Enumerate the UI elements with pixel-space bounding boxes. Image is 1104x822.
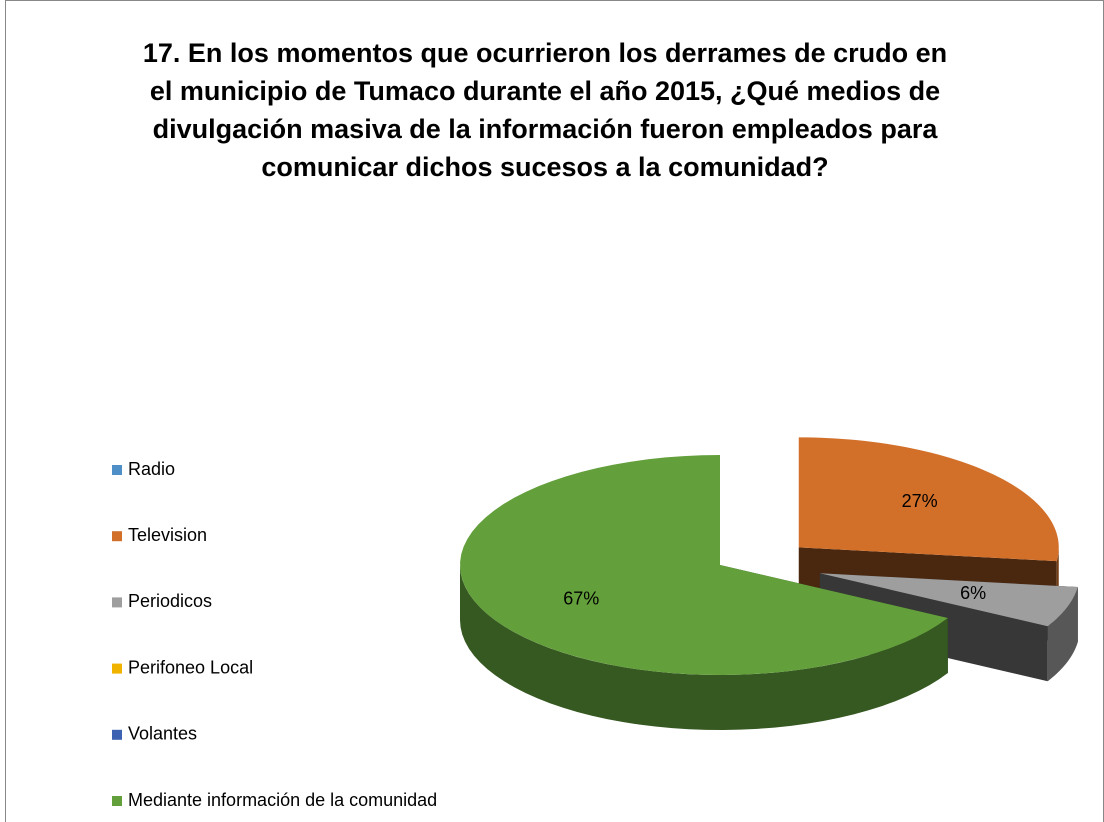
- legend-label: Radio: [128, 459, 175, 479]
- slice-side: [1047, 587, 1078, 682]
- legend-label: Television: [128, 525, 207, 545]
- legend-swatch: [112, 531, 122, 542]
- legend-label: Perifoneo Local: [128, 657, 253, 677]
- legend-label: Periodicos: [128, 591, 212, 611]
- data-label: 27%: [902, 491, 938, 511]
- slice: [798, 437, 1059, 562]
- legend-swatch: [112, 597, 122, 608]
- legend-label: Volantes: [128, 724, 197, 744]
- legend-swatch: [112, 465, 122, 475]
- data-label: 6%: [960, 583, 986, 603]
- legend-label: Mediante información de la comunidad: [128, 790, 437, 810]
- legend-swatch: [112, 796, 122, 806]
- chart-title: 17. En los momentos que ocurrieron los d…: [142, 38, 948, 182]
- slice-side: [460, 565, 948, 730]
- slice: [819, 573, 1078, 627]
- data-label: 67%: [563, 588, 599, 608]
- legend-swatch: [112, 663, 122, 674]
- legend-swatch: [112, 729, 122, 740]
- slice: [460, 455, 948, 675]
